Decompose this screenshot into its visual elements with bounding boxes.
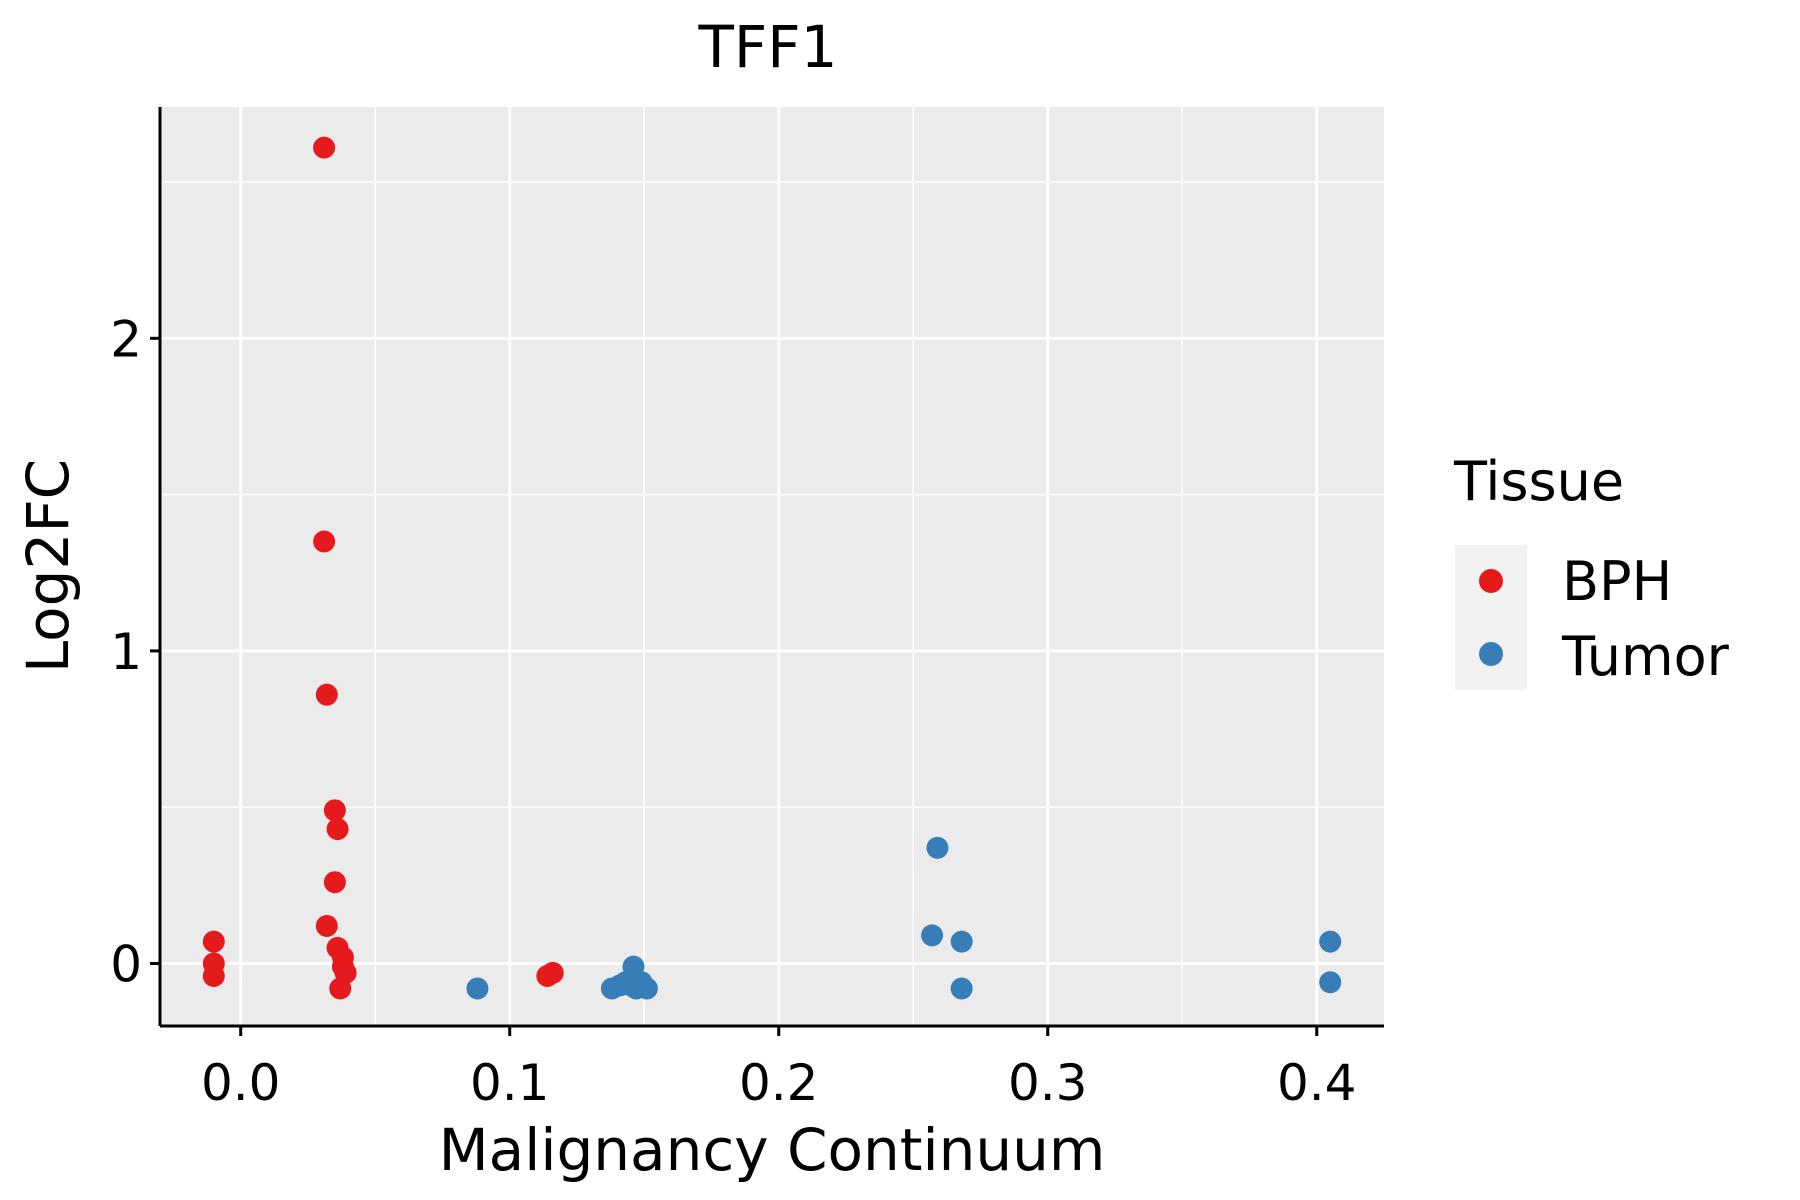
- data-point-bph: [313, 136, 336, 159]
- data-point-tumor: [1319, 971, 1342, 994]
- data-point-bph: [323, 799, 346, 822]
- data-point-bph: [202, 930, 225, 953]
- data-point-tumor: [921, 924, 944, 947]
- data-point-bph: [329, 977, 352, 1000]
- data-point-tumor: [950, 930, 973, 953]
- grid-major: [160, 107, 1384, 1026]
- legend-key-background: [1455, 545, 1527, 690]
- data-point-tumor: [635, 977, 658, 1000]
- y-axis-ticks: 0 1 2: [110, 310, 160, 993]
- data-point-tumor: [950, 977, 973, 1000]
- data-point-bph: [326, 818, 349, 841]
- x-tick-label: 0.4: [1277, 1054, 1357, 1112]
- x-tick-label: 0.3: [1008, 1054, 1088, 1112]
- x-tick-label: 0.0: [201, 1054, 281, 1112]
- data-point-bph: [313, 530, 336, 553]
- legend-title: Tissue: [1453, 450, 1624, 513]
- data-point-bph: [202, 964, 225, 987]
- y-axis-title: Log2FC: [14, 459, 82, 673]
- y-tick-label: 0: [110, 935, 142, 993]
- data-points: [202, 136, 1342, 1000]
- x-axis-title: Malignancy Continuum: [439, 1116, 1106, 1184]
- x-tick-label: 0.1: [470, 1054, 550, 1112]
- data-point-tumor: [466, 977, 489, 1000]
- legend-key-bph: [1479, 569, 1503, 593]
- legend-label-tumor: Tumor: [1561, 625, 1730, 688]
- data-point-bph: [315, 683, 338, 706]
- plot-panel: [160, 107, 1384, 1026]
- data-point-tumor: [1319, 930, 1342, 953]
- data-point-bph: [323, 871, 346, 894]
- y-tick-label: 1: [110, 623, 142, 681]
- data-point-bph: [541, 961, 564, 984]
- legend-label-bph: BPH: [1562, 550, 1672, 613]
- legend: Tissue BPH Tumor: [1453, 450, 1730, 690]
- y-tick-label: 2: [110, 310, 142, 368]
- x-tick-label: 0.2: [739, 1054, 819, 1112]
- data-point-bph: [315, 914, 338, 937]
- grid-minor: [160, 107, 1384, 1026]
- x-axis-ticks: 0.0 0.1 0.2 0.3 0.4: [201, 1026, 1357, 1112]
- data-point-tumor: [926, 836, 949, 859]
- chart-title: TFF1: [697, 13, 837, 81]
- legend-key-tumor: [1479, 642, 1503, 666]
